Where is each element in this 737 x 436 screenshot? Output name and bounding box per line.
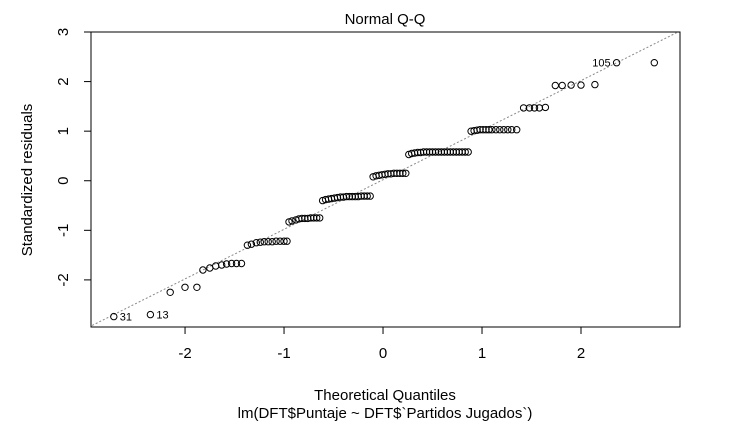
data-point [264,238,272,246]
data-point [166,288,174,296]
data-point [525,104,534,112]
point-annotation-label: 13 [156,310,168,322]
y-tick-label: 2 [55,77,72,85]
data-points [110,59,658,321]
data-point [513,126,521,134]
data-point [485,126,493,134]
data-point [508,126,516,134]
data-point [541,103,550,112]
y-tick-label: 0 [55,177,72,185]
data-point [232,259,241,268]
data-point [530,104,539,112]
data-point [218,261,226,269]
chart-title: Normal Q-Q [345,11,426,28]
data-point [181,283,189,291]
data-point [504,126,512,134]
qq-reference-line [91,32,680,327]
data-point [222,260,231,268]
x-axis: -2 -1 0 1 2 [178,326,585,362]
y-axis-label: Standardized residuals [19,104,36,257]
data-point [272,237,280,245]
data-point [567,81,575,89]
x-tick-label: 0 [379,345,387,362]
data-point [363,192,371,200]
data-point [577,81,585,89]
data-point [252,239,260,247]
data-point [366,192,374,200]
data-point [650,59,658,67]
x-tick-label: 2 [577,345,585,362]
y-tick-label: -2 [55,273,72,286]
data-point [591,80,599,89]
data-point [243,241,252,249]
data-point [280,237,288,245]
x-tick-label: 1 [478,345,486,362]
data-point [146,310,155,319]
point-annotation-label: 31 [120,312,132,324]
data-point [237,259,246,268]
data-point [612,59,621,67]
x-tick-label: -1 [277,345,290,362]
data-point [313,214,321,222]
data-point [500,126,508,134]
data-point [212,262,220,270]
data-point [488,126,496,134]
subtitle-caption: lm(DFT$Puntaje ~ DFT$`Partidos Jugados`) [238,405,533,422]
data-point [256,238,264,246]
data-point [260,238,268,246]
data-point [283,237,291,245]
x-tick-label: -2 [178,345,191,362]
data-point [247,240,256,248]
data-point [535,104,544,112]
data-point [276,237,284,245]
data-point [316,214,324,222]
data-point [288,217,296,225]
y-axis: -2 -1 0 1 2 3 [55,28,92,287]
data-point [285,218,293,226]
data-point [464,148,472,156]
data-point [110,312,118,321]
data-point [492,126,500,134]
data-point [402,169,410,178]
data-point [227,259,236,268]
y-tick-label: 1 [55,127,72,135]
point-annotations: 31 13 105 [120,58,611,324]
data-point [399,169,407,178]
data-point [558,81,566,90]
y-tick-label: -1 [55,224,72,237]
point-annotation-label: 105 [592,58,610,70]
data-point [199,266,207,274]
data-point [461,148,469,156]
y-tick-label: 3 [55,28,72,36]
data-point [551,81,559,90]
x-axis-label: Theoretical Quantiles [314,387,456,404]
plot-frame [90,31,681,328]
data-point [496,126,504,134]
data-point [193,283,201,291]
data-point [268,238,276,246]
